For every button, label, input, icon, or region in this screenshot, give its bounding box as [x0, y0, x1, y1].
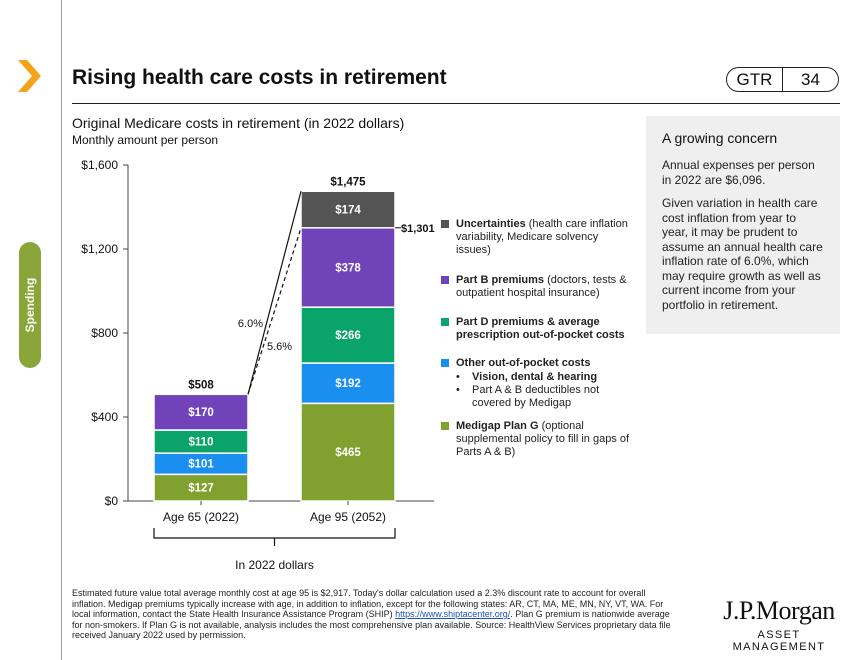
- x-bracket: [153, 528, 396, 539]
- x-tick-label: Age 95 (2052): [310, 510, 386, 524]
- segment-label: $266: [335, 330, 361, 342]
- growth-line-total: [247, 191, 302, 395]
- segment-label: $110: [189, 437, 214, 449]
- segment-label: $101: [188, 459, 214, 471]
- ship-link[interactable]: https://www.shiptacenter.org/: [395, 609, 511, 619]
- bar-total-label: $1,475: [330, 176, 366, 188]
- chart-subtitle: Monthly amount per person: [72, 133, 219, 147]
- legend-swatch-part-d: [441, 318, 449, 326]
- subtotal-label: $1,301: [401, 223, 435, 235]
- legend-swatch-medigap: [441, 422, 449, 430]
- legend-label-uncertainties: Uncertainties: [456, 218, 526, 230]
- legend-desc-uncertainties: (health care inflation variability, Medi…: [456, 218, 628, 256]
- title-divider: [72, 103, 840, 104]
- concern-panel: A growing concern Annual expenses per pe…: [646, 116, 840, 334]
- concern-heading: A growing concern: [662, 130, 778, 146]
- x-axis-label: In 2022 dollars: [235, 558, 314, 572]
- legend-swatch-part-b: [441, 276, 449, 284]
- bar-segment: [153, 473, 249, 502]
- page-code-badge: GTR 34: [726, 67, 839, 92]
- jpmorgan-logo: J.P.Morgan ASSET MANAGEMENT: [716, 596, 842, 653]
- legend-label-part-b: Part B premiums: [456, 274, 545, 286]
- legend-desc-medigap: (optional supplemental policy to fill in…: [456, 420, 630, 458]
- segment-label: $465: [335, 447, 361, 459]
- x-tick-label: Age 65 (2022): [163, 510, 239, 524]
- chevron-right-icon: [18, 60, 41, 92]
- left-rule: [61, 0, 62, 660]
- segment-label: $174: [335, 205, 361, 217]
- chart-title: Original Medicare costs in retirement (i…: [72, 115, 405, 131]
- side-tab-spending[interactable]: Spending: [19, 242, 41, 368]
- y-tick-label: $800: [91, 326, 118, 340]
- legend-item-part-b: Part B premiums (doctors, tests & outpat…: [441, 274, 631, 300]
- page-number: 34: [801, 70, 820, 89]
- legend-swatch-other-oop: [441, 359, 449, 367]
- footnote: Estimated future value total average mon…: [72, 588, 672, 641]
- bar-segment: [300, 402, 396, 502]
- stacked-bar-chart: $0 $400 $800 $1,200 $1,600 $127 $101 $110 $170 $5…: [81, 158, 435, 572]
- segment-label: $378: [335, 262, 361, 274]
- footnote-text-1: Estimated future value total average mon…: [72, 588, 664, 619]
- legend-label-medigap: Medigap Plan G: [456, 420, 539, 432]
- legend-item-other-oop: Other out-of-pocket costs Vision, dental…: [441, 357, 631, 410]
- y-tick-label: $400: [91, 410, 118, 424]
- logo-wordmark: J.P.Morgan: [723, 596, 835, 625]
- y-tick-label: $1,200: [81, 242, 118, 256]
- growth-label-excl: 5.6%: [267, 341, 292, 353]
- legend-label-part-d: Part D premiums & average prescription o…: [456, 316, 625, 341]
- y-tick-label: $0: [105, 494, 119, 508]
- legend-bullet-deductibles: Part A & B deductibles not covered by Me…: [456, 384, 631, 410]
- bar-segment: [300, 306, 396, 364]
- bar-segment: [300, 190, 396, 229]
- segment-label: $192: [335, 378, 361, 390]
- page-title: Rising health care costs in retirement: [72, 66, 447, 89]
- logo-subline: ASSET MANAGEMENT: [732, 629, 826, 653]
- concern-paragraph-2: Given variation in health care cost infl…: [662, 196, 823, 312]
- y-tick-label: $1,600: [81, 158, 118, 172]
- legend-item-part-d: Part D premiums & average prescription o…: [441, 316, 631, 342]
- concern-paragraph-1: Annual expenses per person in 2022 are $…: [662, 158, 815, 187]
- legend-item-medigap: Medigap Plan G (optional supplemental po…: [441, 420, 631, 459]
- growth-line-dashed: [247, 227, 302, 395]
- bar-segment: [300, 362, 396, 405]
- bar-segment: [153, 393, 249, 431]
- page-code: GTR: [727, 68, 783, 91]
- segment-label: $127: [188, 483, 214, 495]
- footnote-text-2: . Plan G premium is nationwide average f…: [72, 609, 671, 640]
- growth-label-total: 6.0%: [238, 318, 263, 330]
- legend-label-other-oop: Other out-of-pocket costs: [456, 357, 591, 369]
- segment-label: $170: [188, 407, 214, 419]
- bar-total-label: $508: [188, 379, 214, 391]
- legend-swatch-uncertainties: [441, 220, 449, 228]
- legend-desc-part-b: (doctors, tests & outpatient hospital in…: [456, 274, 627, 299]
- legend-bullet-vision: Vision, dental & hearing: [456, 371, 631, 384]
- legend-item-uncertainties: Uncertainties (health care inflation var…: [441, 218, 631, 257]
